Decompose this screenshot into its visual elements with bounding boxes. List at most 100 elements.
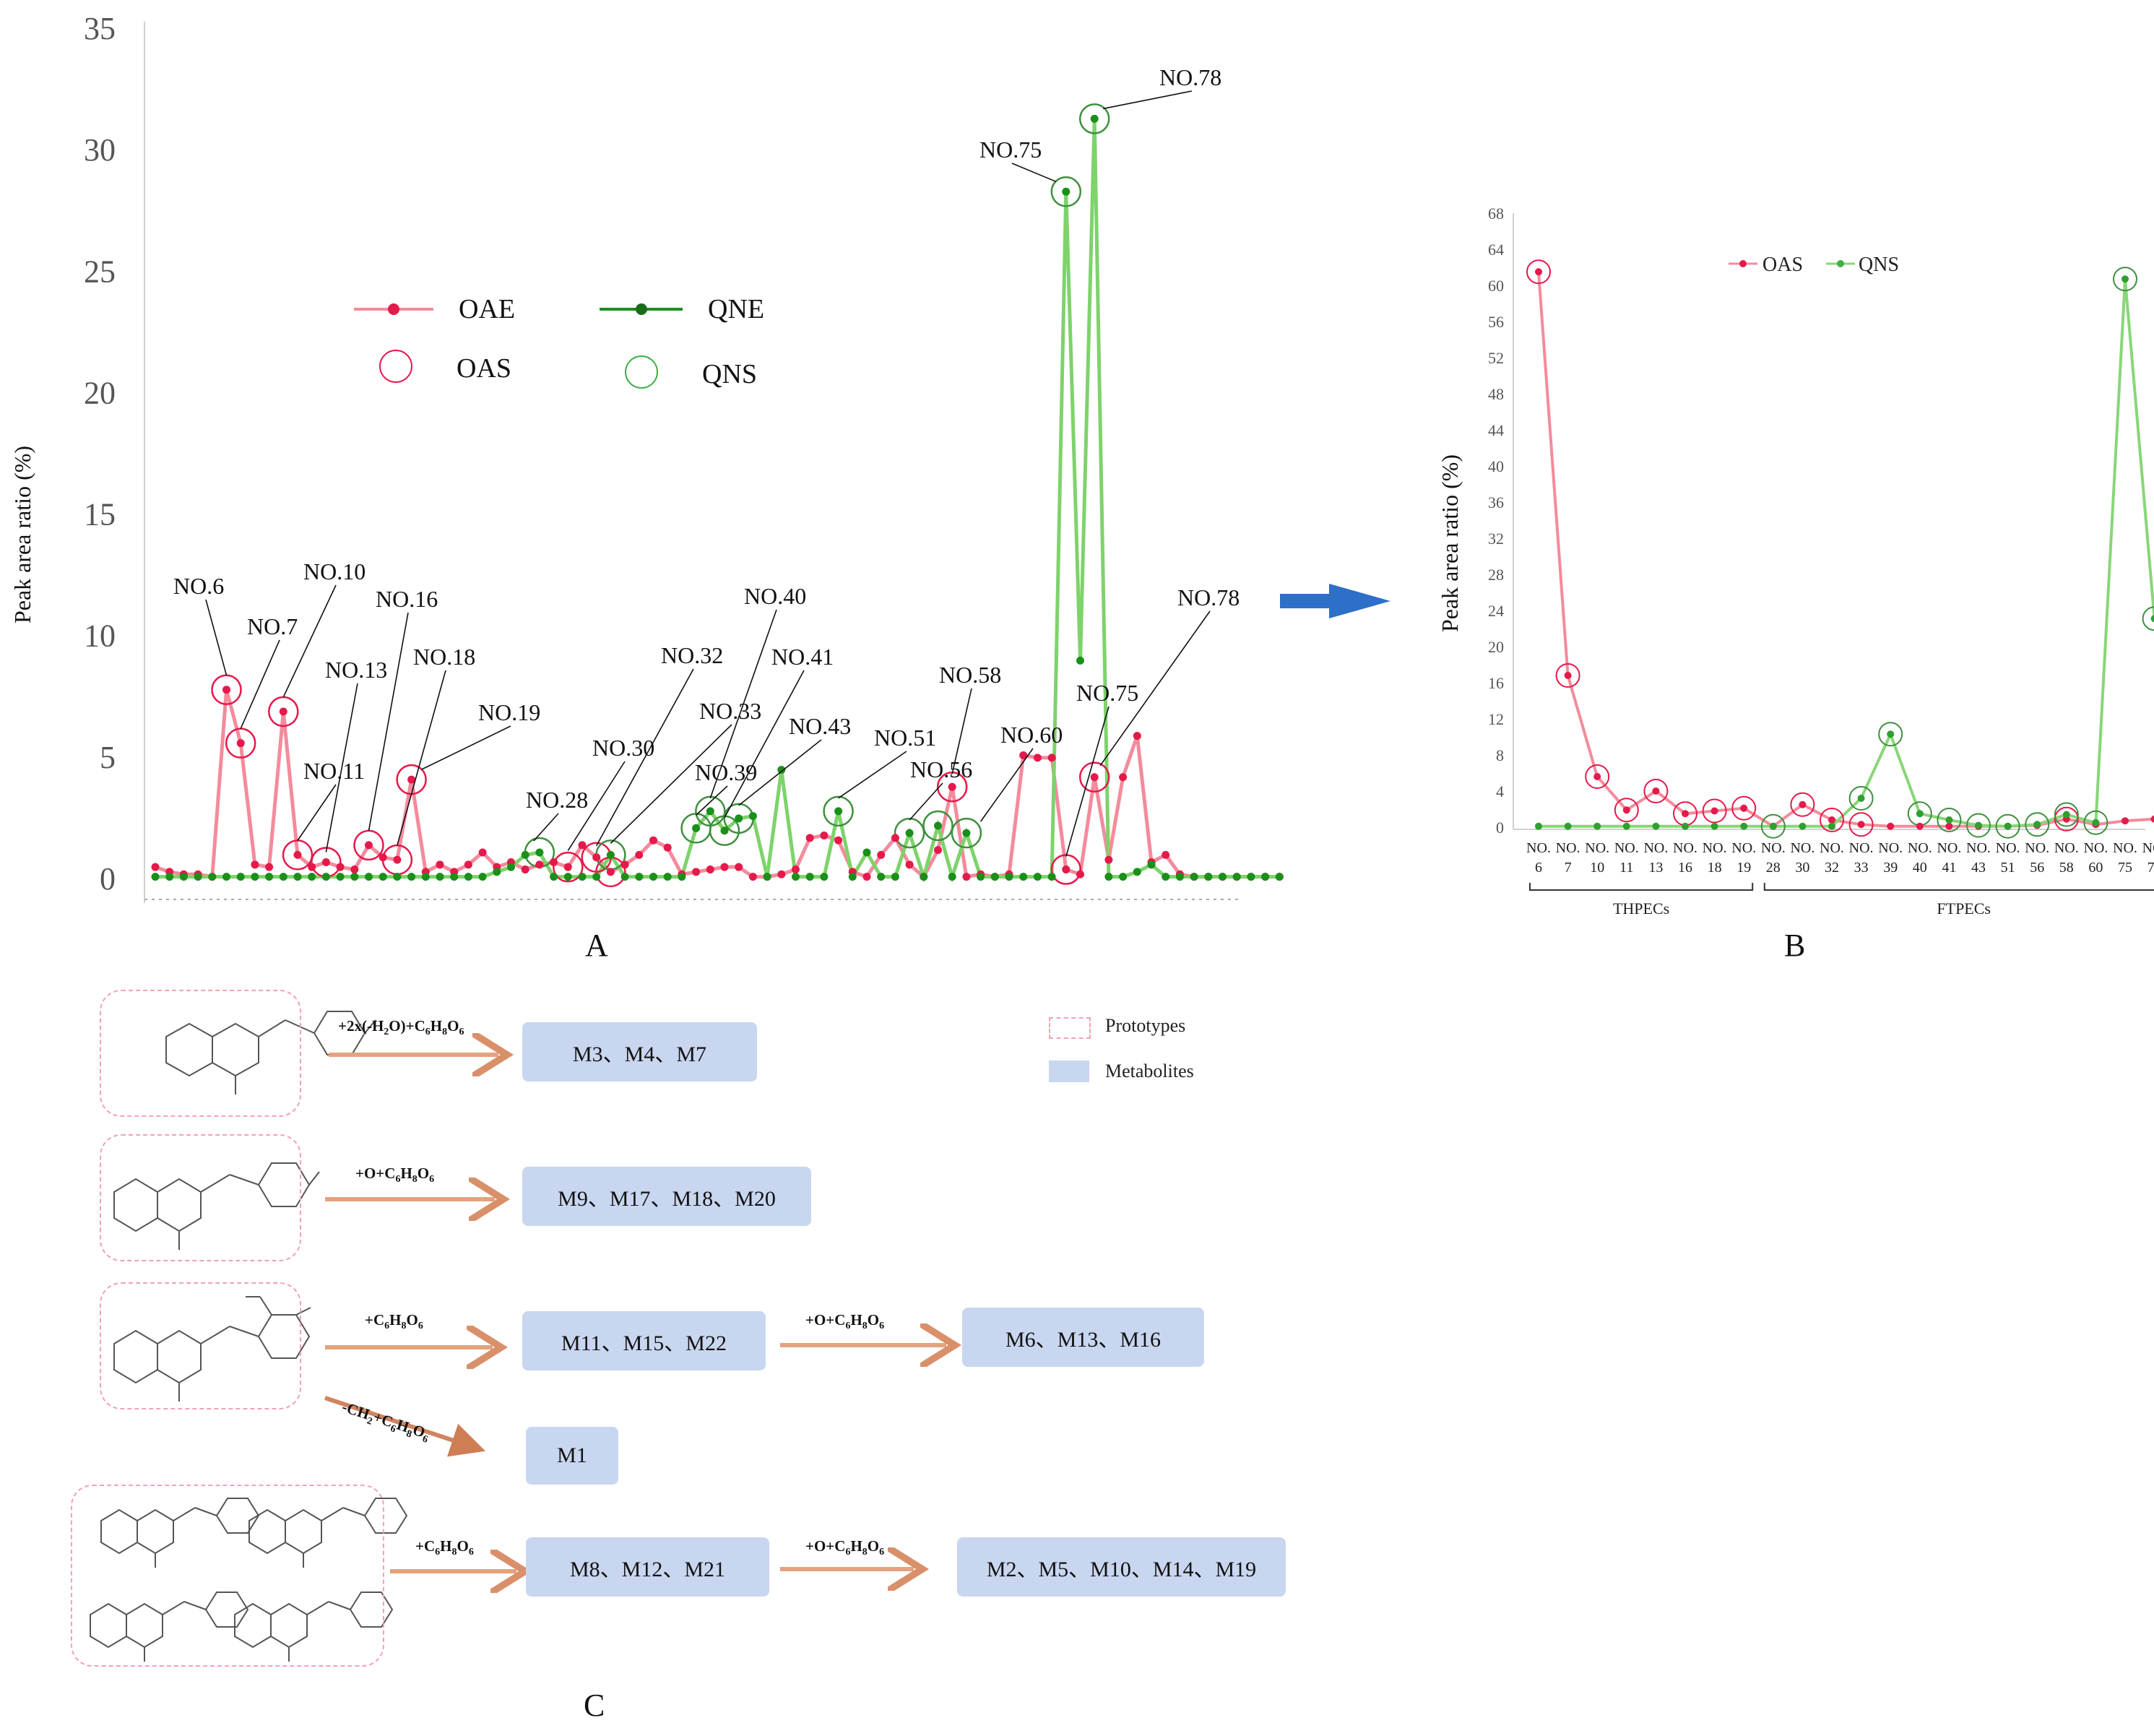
reaction-label-row3b: +O+C6H8O6: [805, 1311, 885, 1332]
chart-a-y-tick: 30: [84, 132, 116, 168]
chart-b-y-tick: 60: [1488, 277, 1504, 295]
annotation-leader: [909, 782, 943, 821]
chart-b-y-tick: 64: [1488, 241, 1504, 259]
annotation-leader: [1099, 610, 1211, 766]
point-qne: [891, 873, 899, 881]
point-b-oas: [1710, 807, 1718, 815]
point-qne: [336, 873, 345, 881]
point-qne: [379, 873, 387, 881]
point-qne: [478, 873, 487, 881]
point-oae: [1119, 773, 1128, 782]
qns-highlight: [922, 810, 953, 842]
chart-b-x-tick-label: 75: [2118, 860, 2132, 876]
qns-b-highlight: [1966, 813, 1991, 838]
chart-b-x-tick-label: 58: [2059, 860, 2074, 876]
point-oae: [350, 865, 359, 874]
point-qne: [365, 873, 373, 881]
annotation-leader: [240, 639, 280, 730]
oas-b-highlight: [1820, 808, 1844, 832]
qns-b-highlight: [1848, 786, 1874, 811]
chart-b-x-tick-prefix: NO.: [1878, 840, 1903, 856]
point-oae: [550, 858, 558, 866]
point-b-oas: [2121, 817, 2129, 825]
chart-b-x-tick-label: 19: [1736, 860, 1751, 876]
point-oae: [606, 868, 615, 876]
point-oae: [592, 853, 601, 862]
oas-b-highlight: [1731, 795, 1757, 821]
oas-b-highlight: [1555, 663, 1580, 688]
point-b-qns: [1740, 822, 1748, 830]
annotation-label: NO.6: [173, 573, 224, 599]
chart-b-x-tick-label: 40: [1913, 860, 1927, 876]
chart-a-y-tick: 15: [84, 497, 116, 532]
reaction-label-row3a: +C6H8O6: [365, 1311, 423, 1332]
point-oae: [308, 863, 316, 871]
annotation-label: NO.58: [939, 662, 1001, 688]
chart-b-x-tick-prefix: NO.: [1761, 840, 1786, 856]
metabolite-box-row2: M9、M17、M18、M20: [522, 1167, 811, 1226]
point-oae: [436, 860, 444, 869]
annotation-leader: [951, 688, 972, 774]
point-qne: [763, 873, 771, 881]
point-qne: [1147, 860, 1156, 869]
legend-b-qns-label: QNS: [1859, 254, 1899, 276]
point-b-qns: [1535, 822, 1542, 830]
metabolite-box-row3c: M1: [526, 1427, 618, 1485]
panel-c-diagram: [90, 1011, 408, 1662]
point-oae: [962, 873, 971, 881]
chart-b-x-tick-prefix: NO.: [1703, 840, 1727, 856]
point-qne: [321, 873, 330, 881]
point-qne: [1162, 873, 1170, 881]
point-qne: [279, 873, 287, 881]
group-label: FTPECs: [1937, 899, 1991, 917]
chart-b-x-tick-label: 78: [2147, 860, 2154, 876]
point-b-qns: [1593, 822, 1601, 830]
point-qne: [820, 873, 829, 881]
chart-b-x-tick-prefix: NO.: [1614, 840, 1639, 856]
panel-letter-a: A: [585, 928, 608, 963]
point-b-qns: [1769, 822, 1777, 830]
legend-qne-label: QNE: [708, 294, 764, 324]
structure-row2: [113, 1162, 320, 1250]
point-qne: [421, 873, 430, 881]
annotation-leader: [325, 683, 358, 852]
chart-a-y-tick: 25: [84, 254, 116, 289]
point-qne: [735, 814, 743, 823]
point-b-qns: [1916, 810, 1924, 818]
point-qne: [1062, 187, 1070, 196]
chart-a-y-tick: 0: [100, 861, 116, 897]
point-oae: [251, 860, 259, 869]
chart-b-y-tick: 36: [1488, 493, 1504, 511]
point-qne: [1104, 873, 1113, 881]
point-oae: [862, 873, 871, 881]
prototype-frame-3: [100, 1282, 301, 1409]
prototype-frame-2: [100, 1134, 301, 1261]
point-oae: [379, 853, 387, 862]
oas-b-highlight: [1790, 792, 1815, 817]
point-qne: [805, 873, 814, 881]
metabolite-box-row4b: M2、M5、M10、M14、M19: [957, 1537, 1286, 1597]
point-oae: [464, 860, 472, 869]
oas-b-highlight: [1643, 779, 1669, 803]
point-b-qns: [1975, 821, 1982, 829]
point-oae: [321, 858, 330, 866]
chart-b-x-tick-label: 28: [1766, 860, 1781, 876]
point-qne: [1133, 868, 1141, 876]
point-qne: [692, 824, 701, 832]
legend-oas-label: OAS: [457, 353, 511, 384]
chart-b-y-label: Peak area ratio (%): [1437, 454, 1463, 632]
annotation-leader: [724, 670, 805, 819]
chart-b-x-tick-prefix: NO.: [1643, 840, 1668, 856]
point-qne: [393, 873, 402, 881]
series-b-line-oas: [1537, 272, 2154, 829]
chart-b-x-tick-label: 41: [1942, 860, 1956, 876]
point-qne: [635, 873, 644, 881]
legend-b-oas-marker: [1739, 260, 1747, 267]
chart-b-x-tick-prefix: NO.: [2054, 840, 2079, 856]
chart-a-y-label: Peak area ratio (%): [9, 446, 35, 623]
legend-metabolites-label: Metabolites: [1105, 1061, 1194, 1081]
chart-b-x-tick-label: 43: [1971, 860, 1986, 876]
point-oae: [393, 855, 402, 864]
point-b-qns: [1857, 795, 1865, 802]
point-qne: [1275, 873, 1284, 881]
